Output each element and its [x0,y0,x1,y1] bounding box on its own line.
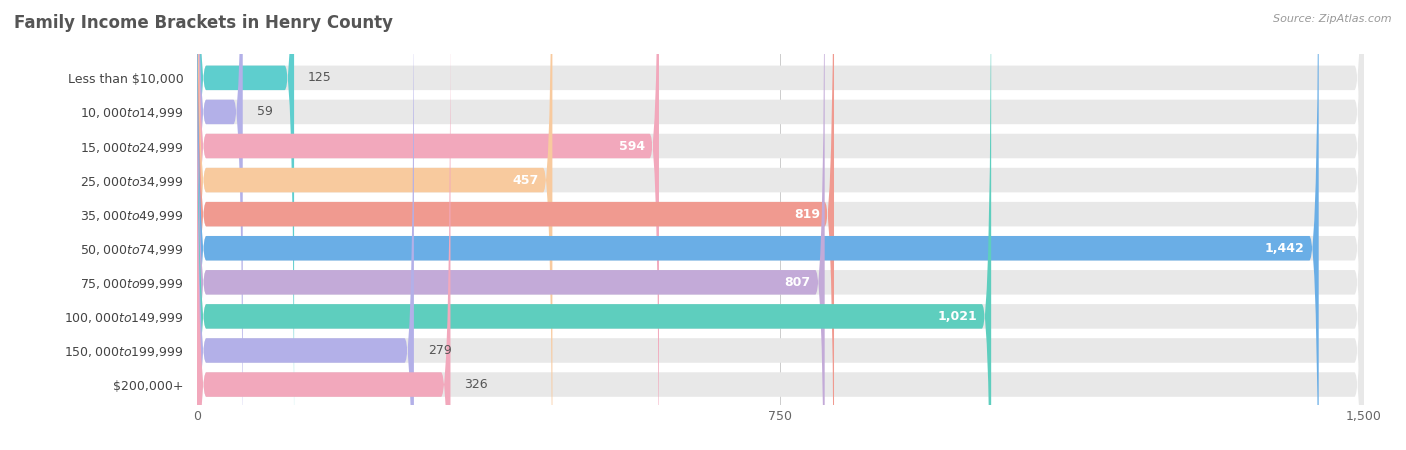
FancyBboxPatch shape [197,0,1364,450]
Text: 326: 326 [464,378,488,391]
FancyBboxPatch shape [197,0,1364,450]
FancyBboxPatch shape [197,0,834,450]
Text: 819: 819 [794,207,820,220]
FancyBboxPatch shape [197,0,1364,450]
Text: 1,021: 1,021 [938,310,977,323]
FancyBboxPatch shape [197,0,1364,450]
FancyBboxPatch shape [197,0,1319,450]
FancyBboxPatch shape [197,0,1364,450]
FancyBboxPatch shape [197,0,413,450]
Text: Source: ZipAtlas.com: Source: ZipAtlas.com [1274,14,1392,23]
FancyBboxPatch shape [197,0,1364,450]
Text: 807: 807 [785,276,811,289]
Text: 594: 594 [619,140,645,153]
Text: 1,442: 1,442 [1265,242,1305,255]
FancyBboxPatch shape [197,0,1364,450]
FancyBboxPatch shape [197,0,294,450]
FancyBboxPatch shape [197,0,659,450]
FancyBboxPatch shape [197,0,1364,450]
FancyBboxPatch shape [197,0,825,450]
FancyBboxPatch shape [197,0,1364,450]
Text: 59: 59 [257,105,273,118]
Text: 279: 279 [427,344,451,357]
FancyBboxPatch shape [197,0,553,450]
Text: Family Income Brackets in Henry County: Family Income Brackets in Henry County [14,14,394,32]
Text: 125: 125 [308,72,332,84]
FancyBboxPatch shape [197,0,450,450]
Text: 457: 457 [512,174,538,187]
FancyBboxPatch shape [197,0,991,450]
FancyBboxPatch shape [197,0,1364,450]
FancyBboxPatch shape [197,0,243,450]
